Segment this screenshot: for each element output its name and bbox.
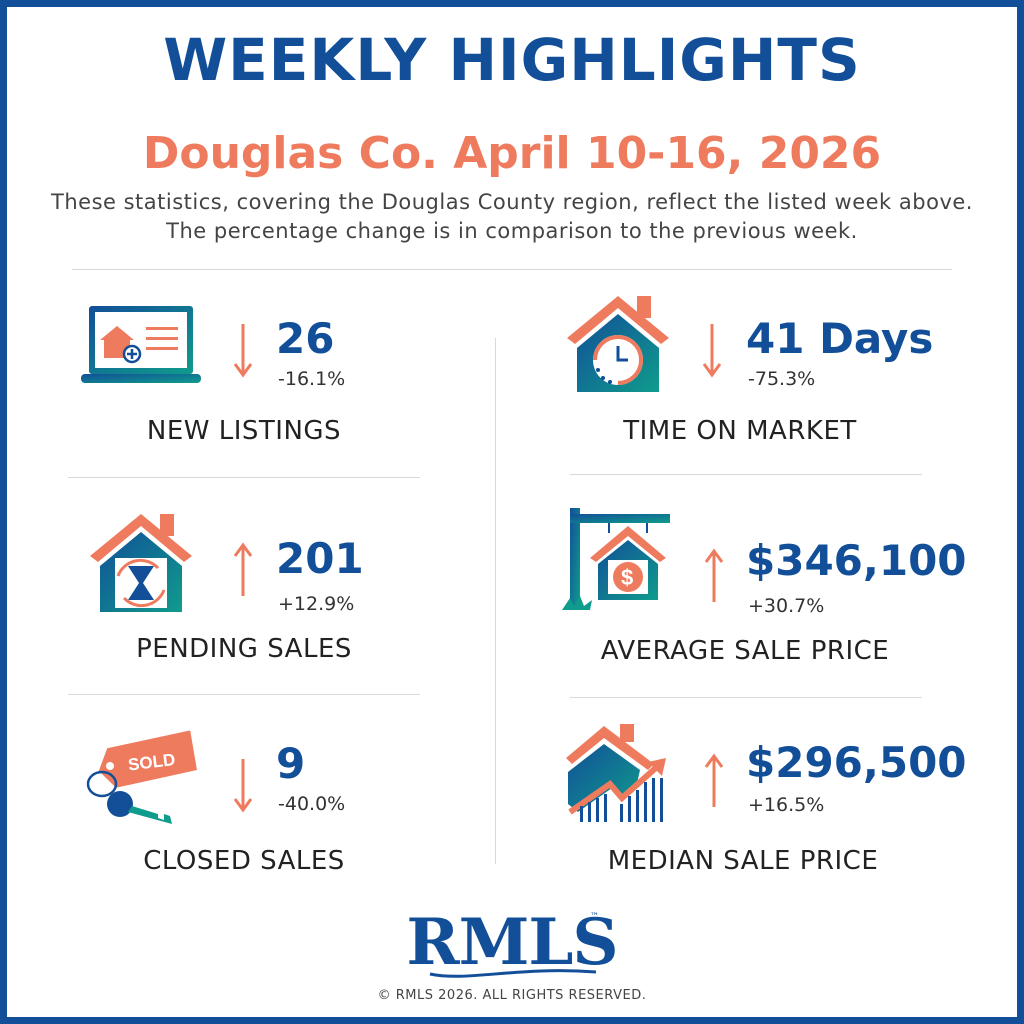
stat-change: +12.9%: [278, 593, 355, 615]
svg-text:$: $: [621, 565, 633, 590]
column-divider: [495, 338, 496, 864]
arrow-up-icon: [233, 542, 253, 596]
stat-value: 201: [276, 534, 364, 583]
row-divider: [68, 694, 420, 695]
arrow-up-icon: [704, 753, 724, 807]
stat-value: 41 Days: [746, 314, 934, 363]
house-rising-chart-icon: [566, 724, 666, 822]
stat-change: +16.5%: [748, 794, 825, 816]
stat-change: +30.7%: [748, 595, 825, 617]
stat-change: -75.3%: [748, 368, 816, 390]
stat-value: $346,100: [746, 536, 967, 585]
arrow-down-icon: [233, 759, 253, 813]
stat-value: 26: [276, 314, 335, 363]
page-title: WEEKLY HIGHLIGHTS: [163, 26, 861, 94]
stat-value: 9: [276, 739, 306, 788]
row-divider: [68, 477, 420, 478]
row-divider: [570, 474, 922, 475]
page-subtitle: Douglas Co. April 10-16, 2026: [142, 128, 882, 179]
stat-change: -16.1%: [278, 368, 346, 390]
stat-value: $296,500: [746, 738, 967, 787]
top-divider: [72, 269, 952, 270]
arrow-down-icon: [702, 324, 722, 378]
stat-label: PENDING SALES: [136, 634, 352, 664]
sold-tag-key-icon: SOLD: [86, 730, 197, 824]
house-hourglass-icon: [90, 514, 192, 612]
page-description: These statistics, covering the Douglas C…: [51, 190, 973, 243]
logo-swoosh: [429, 969, 597, 978]
stat-label: MEDIAN SALE PRICE: [607, 846, 879, 876]
copyright-notice: © RMLS 2026. ALL RIGHTS RESERVED.: [377, 988, 647, 1003]
house-dollar-sign-icon: $: [562, 508, 670, 610]
stat-label: AVERAGE SALE PRICE: [600, 636, 890, 666]
stat-label: NEW LISTINGS: [146, 416, 342, 446]
row-divider: [570, 697, 922, 698]
arrow-down-icon: [233, 324, 253, 378]
stat-change: -40.0%: [278, 793, 346, 815]
stat-label: CLOSED SALES: [143, 846, 345, 876]
arrow-up-icon: [704, 548, 724, 602]
stat-label: TIME ON MARKET: [623, 416, 857, 446]
rmls-logo: RMLS: [406, 905, 618, 980]
laptop-listing-icon: [81, 306, 201, 383]
trademark-symbol: ™: [590, 912, 599, 922]
house-clock-icon: [567, 296, 669, 392]
